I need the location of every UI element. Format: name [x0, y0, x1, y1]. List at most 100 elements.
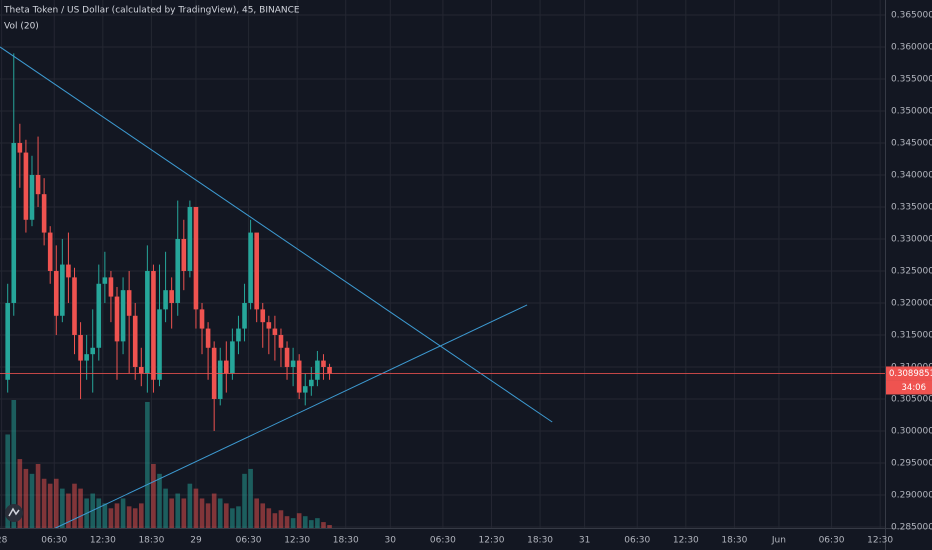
volume-bar	[145, 401, 150, 528]
volume-bar	[224, 503, 229, 528]
volume-bar	[108, 508, 114, 528]
volume-bar	[302, 516, 308, 528]
volume-bar	[29, 473, 35, 528]
volume-bar	[17, 459, 23, 528]
y-tick-label: 0.35000000	[891, 106, 932, 116]
logo-icon[interactable]	[8, 507, 20, 517]
candle-body	[284, 347, 290, 367]
logo[interactable]	[5, 504, 23, 522]
volume-bar	[35, 464, 41, 528]
trend-line	[0, 46, 553, 423]
candle-body	[90, 347, 96, 355]
candle-body	[35, 174, 41, 195]
candle-body	[17, 142, 23, 153]
candle-body	[242, 302, 247, 329]
candle-body	[205, 328, 211, 348]
x-tick-label: 12:30	[284, 536, 310, 546]
candle-body	[254, 232, 259, 310]
candle-body	[236, 328, 241, 342]
x-tick-label: 12:30	[673, 536, 699, 546]
volume-bar	[47, 483, 53, 528]
candle-body	[132, 315, 138, 367]
y-tick-label: 0.34000000	[891, 170, 932, 180]
candle-body	[187, 206, 193, 271]
y-tick-label: 0.32500000	[891, 266, 932, 276]
candle-body	[272, 328, 278, 335]
candle-body	[29, 174, 35, 220]
candle-body	[327, 366, 332, 374]
candle-body	[72, 277, 77, 335]
candle-body	[120, 290, 126, 342]
volume-bar	[327, 525, 332, 528]
volume-bar	[187, 483, 193, 528]
volume-bar	[315, 518, 320, 528]
volume-bar	[163, 488, 168, 528]
candle-body	[296, 360, 302, 393]
volume-bar	[248, 468, 253, 528]
candle-body	[302, 386, 308, 393]
candle-body	[11, 142, 17, 303]
last-price-box	[886, 366, 932, 381]
volume-label: Vol (20)	[4, 22, 39, 32]
candle-body	[41, 194, 47, 233]
volume-bar	[266, 508, 272, 528]
x-tick-label: 12:30	[479, 536, 505, 546]
candle-body	[266, 322, 272, 329]
drawings	[0, 46, 885, 529]
y-tick-label: 0.31500000	[891, 330, 932, 340]
candle-body	[193, 206, 199, 310]
candle-body	[84, 354, 89, 361]
volume-bar	[211, 493, 217, 528]
candle-body	[260, 309, 266, 323]
y-tick-label: 0.30000000	[891, 426, 932, 436]
volume-bar	[96, 498, 102, 528]
candle-body	[248, 232, 253, 303]
volume-bar	[41, 478, 47, 528]
candle-body	[290, 360, 296, 367]
x-tick-label: 06:30	[236, 536, 262, 546]
volume-bar	[254, 498, 259, 528]
volume-bar	[272, 513, 278, 528]
candle-body	[315, 360, 320, 380]
candle-body	[138, 366, 144, 374]
candle-body	[126, 290, 132, 316]
y-tick-label: 0.36000000	[891, 42, 932, 52]
candle-body	[163, 290, 168, 310]
volume-bar	[120, 498, 126, 528]
logo-circle[interactable]	[5, 504, 23, 522]
candle-body	[96, 283, 102, 348]
volume-bar	[11, 400, 17, 528]
volume-bar	[205, 503, 211, 528]
y-tick-label: 0.33500000	[891, 202, 932, 212]
volume-bar	[126, 506, 132, 528]
volume-bar	[5, 434, 10, 528]
candle-body	[102, 277, 108, 284]
candle-body	[175, 238, 181, 303]
candle-body	[230, 341, 235, 374]
y-tick-label: 0.32000000	[891, 298, 932, 308]
candle-body	[66, 264, 71, 278]
candle-body	[321, 360, 326, 367]
candle-body	[47, 232, 53, 271]
candle-body	[199, 309, 205, 329]
volume-bar	[78, 488, 83, 528]
volume-bar	[169, 498, 174, 528]
volume-bar	[309, 520, 314, 528]
x-tick-label: 06:30	[41, 536, 67, 546]
candle-body	[181, 238, 187, 271]
x-tick-label: 31	[579, 536, 590, 546]
volume-bar	[290, 518, 296, 528]
candle-body	[60, 264, 65, 316]
x-tick-label: 18:30	[333, 536, 359, 546]
volume-bar	[60, 488, 65, 528]
candle-body	[5, 302, 10, 380]
volume-bar	[66, 493, 71, 528]
x-tick-label: 18:30	[721, 536, 747, 546]
volume-bar	[321, 522, 326, 528]
volume-bar	[242, 473, 247, 528]
volume-bar	[181, 498, 187, 528]
volume-bar	[132, 508, 138, 528]
axes: 0.28500000 0.29000000 0.29500000 0.30000000…	[0, 10, 932, 546]
volume-bar	[260, 503, 266, 528]
